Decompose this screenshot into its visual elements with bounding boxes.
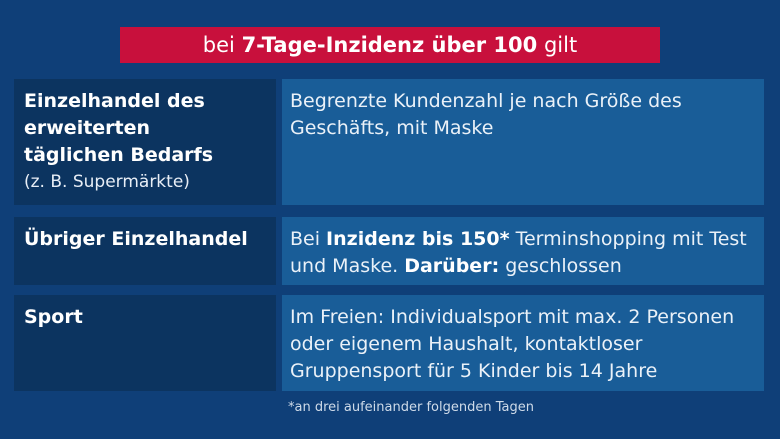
rule-text-part: Terminshopping mit Test und Maske. — [290, 228, 753, 277]
footnote: *an drei aufeinander folgenden Tagen — [288, 400, 534, 415]
banner-highlight: 7-Tage-Inzidenz über 100 — [241, 33, 538, 57]
category-title: Übriger Einzelhandel — [24, 228, 248, 250]
rule-cell-sport: Im Freien: Individualsport mit max. 2 Pe… — [282, 295, 764, 391]
rule-text-part: geschlossen — [499, 255, 622, 277]
rule-emphasis: Darüber: — [404, 255, 500, 277]
category-note: (z. B. Supermärkte) — [24, 172, 190, 192]
banner-suffix: gilt — [537, 33, 578, 57]
category-cell-retail: Übriger Einzelhandel — [14, 217, 276, 285]
category-cell-sport: Sport — [14, 295, 276, 391]
rule-emphasis: Inzidenz bis 150* — [326, 228, 510, 250]
category-cell-grocery: Einzelhandel des erweiterten täglichen B… — [14, 79, 276, 205]
category-title: Einzelhandel des erweiterten täglichen B… — [24, 90, 214, 166]
rule-cell-retail: Bei Inzidenz bis 150* Terminshopping mit… — [282, 217, 764, 285]
banner-prefix: bei — [202, 33, 242, 57]
headline-banner: bei 7-Tage-Inzidenz über 100 gilt — [120, 27, 660, 63]
category-title: Sport — [24, 306, 83, 328]
rule-text: Begrenzte Kundenzahl je nach Größe des G… — [290, 90, 682, 139]
rule-text-part: Bei — [290, 228, 327, 250]
rule-cell-grocery: Begrenzte Kundenzahl je nach Größe des G… — [282, 79, 764, 205]
rule-text: Im Freien: Individualsport mit max. 2 Pe… — [290, 306, 735, 382]
rule-text: Bei Inzidenz bis 150* Terminshopping mit… — [290, 226, 754, 280]
